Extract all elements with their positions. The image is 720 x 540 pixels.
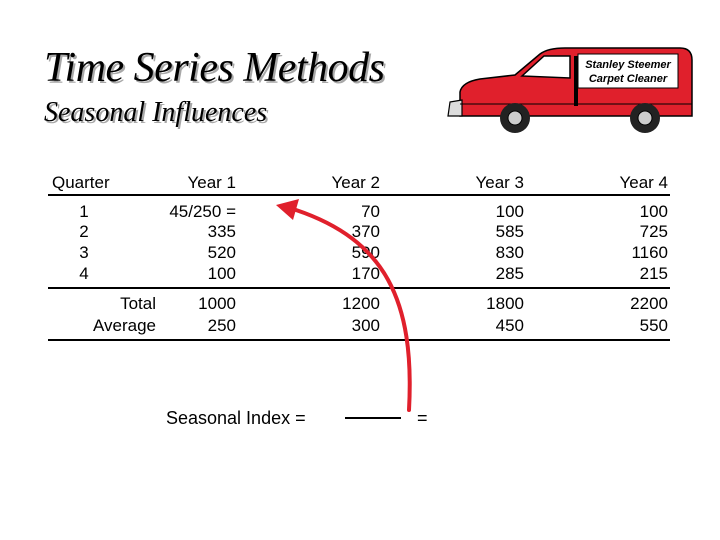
total-year2: 1200 [342, 294, 380, 313]
cell-q1-year4: 100 [639, 202, 668, 221]
cell-q3-year4: 1160 [631, 243, 668, 262]
slide-subtitle: Seasonal Influences [44, 97, 268, 128]
cell-q4-year2: 170 [351, 264, 380, 283]
cell-q4-year1: 100 [207, 264, 236, 283]
van-sign-line2: Carpet Cleaner [589, 73, 668, 85]
average-year2: 300 [351, 316, 380, 335]
total-label: Total [120, 294, 156, 313]
header-year-1: Year 1 [187, 173, 236, 192]
average-year1: 250 [207, 316, 236, 335]
cell-q2-year1: 335 [207, 222, 236, 241]
header-year-2: Year 2 [331, 173, 380, 192]
cell-q1-year1: 45/250 = [169, 202, 236, 221]
totals-rule [48, 287, 670, 289]
header-year-4: Year 4 [619, 173, 668, 192]
cell-q2-year4: 725 [639, 222, 668, 241]
van-illustration: Stanley Steemer Carpet Cleaner [447, 47, 693, 133]
quarter-label: 3 [79, 243, 89, 262]
cell-q2-year3: 585 [495, 222, 524, 241]
cell-q2-year2: 370 [351, 222, 380, 241]
bottom-rule [48, 339, 670, 341]
total-year1: 1000 [198, 294, 236, 313]
total-year3: 1800 [486, 294, 524, 313]
cell-q3-year2: 590 [351, 243, 380, 262]
total-year4: 2200 [630, 294, 668, 313]
cell-q1-year3: 100 [495, 202, 524, 221]
header-quarter: Quarter [52, 173, 110, 192]
arrow-head-icon [276, 199, 299, 220]
quarter-label: 4 [79, 264, 89, 283]
cell-q3-year3: 830 [495, 243, 524, 262]
average-year4: 550 [639, 316, 668, 335]
cell-q1-year2: 70 [361, 202, 380, 221]
cell-q4-year3: 285 [495, 264, 524, 283]
van-sign-line1: Stanley Steemer [585, 59, 671, 71]
header-rule [48, 194, 670, 196]
cell-q3-year1: 520 [207, 243, 236, 262]
equals-sign: = [417, 408, 428, 428]
average-year3: 450 [495, 316, 524, 335]
slide-title: Time Series Methods [44, 45, 385, 91]
quarter-label: 2 [79, 222, 89, 241]
average-label: Average [92, 316, 156, 335]
header-year-3: Year 3 [475, 173, 524, 192]
seasonal-index-label: Seasonal Index = [166, 408, 306, 428]
fraction-bar [345, 417, 401, 419]
quarter-label: 1 [79, 202, 89, 221]
cell-q4-year4: 215 [639, 264, 668, 283]
